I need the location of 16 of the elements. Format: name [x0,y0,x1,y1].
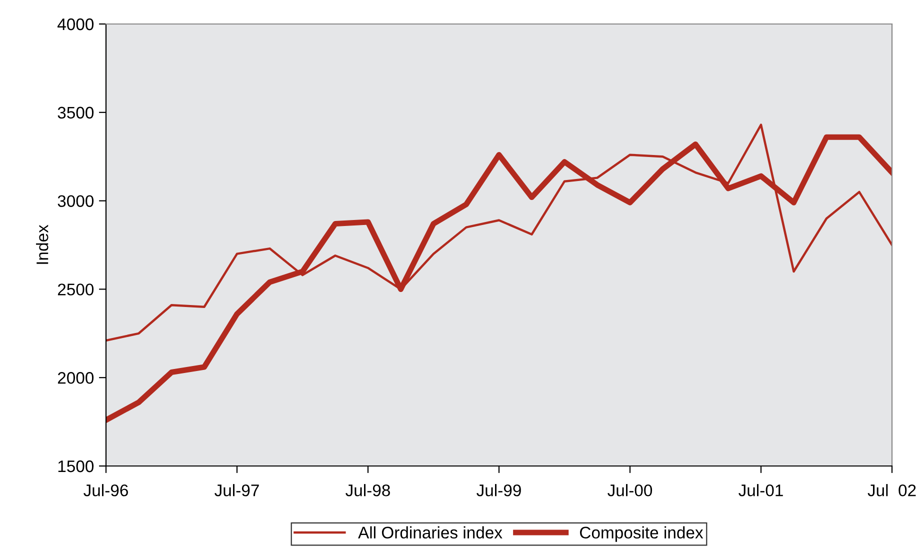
y-tick-label: 3500 [58,106,94,119]
x-tick-label: Jul-97 [214,484,259,496]
y-tick-label: 4000 [58,18,94,30]
x-tick-label: Jul-98 [346,484,390,496]
x-tick-label: Jul-01 [738,484,783,496]
legend-label: Composite index [580,526,704,542]
legend-label: All Ordinaries index [358,526,502,539]
y-tick-label: 3000 [58,195,94,208]
y-tick-label: 2000 [58,372,94,384]
x-tick-label: Jul 02 [868,484,916,496]
y-axis-title: Index [36,224,48,264]
y-tick-label: 2500 [58,284,94,296]
x-tick-label: Jul-99 [476,484,521,496]
y-tick-label: 1500 [58,460,94,472]
x-tick-label: Jul-96 [84,484,128,496]
x-tick-label: Jul-00 [608,484,652,496]
